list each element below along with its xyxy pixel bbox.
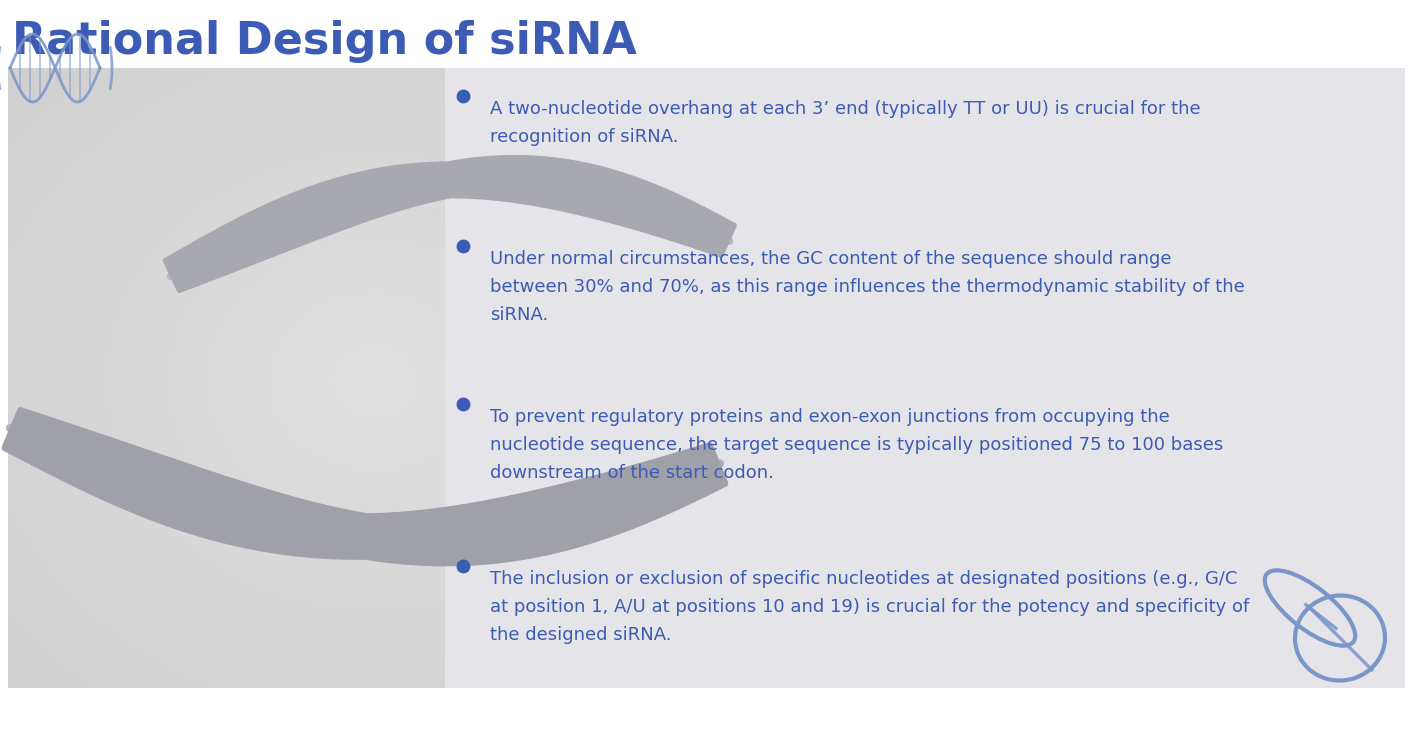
Text: Rational Design of siRNA: Rational Design of siRNA <box>11 20 637 63</box>
Text: A two-nucleotide overhang at each 3’ end (typically TT or UU) is crucial for the: A two-nucleotide overhang at each 3’ end… <box>490 100 1201 118</box>
Text: between 30% and 70%, as this range influences the thermodynamic stability of the: between 30% and 70%, as this range influ… <box>490 278 1245 296</box>
Bar <box>8 68 733 688</box>
Text: downstream of the start codon.: downstream of the start codon. <box>490 464 774 482</box>
Text: Under normal circumstances, the GC content of the sequence should range: Under normal circumstances, the GC conte… <box>490 250 1171 268</box>
Text: siRNA.: siRNA. <box>490 306 548 324</box>
Text: To prevent regulatory proteins and exon-exon junctions from occupying the: To prevent regulatory proteins and exon-… <box>490 408 1170 426</box>
Text: nucleotide sequence, the target sequence is typically positioned 75 to 100 bases: nucleotide sequence, the target sequence… <box>490 436 1224 454</box>
Text: the designed siRNA.: the designed siRNA. <box>490 626 671 644</box>
Text: at position 1, A/U at positions 10 and 19) is crucial for the potency and specif: at position 1, A/U at positions 10 and 1… <box>490 598 1249 616</box>
Text: The inclusion or exclusion of specific nucleotides at designated positions (e.g.: The inclusion or exclusion of specific n… <box>490 570 1238 588</box>
Text: recognition of siRNA.: recognition of siRNA. <box>490 128 678 146</box>
Bar <box>445 68 1405 688</box>
